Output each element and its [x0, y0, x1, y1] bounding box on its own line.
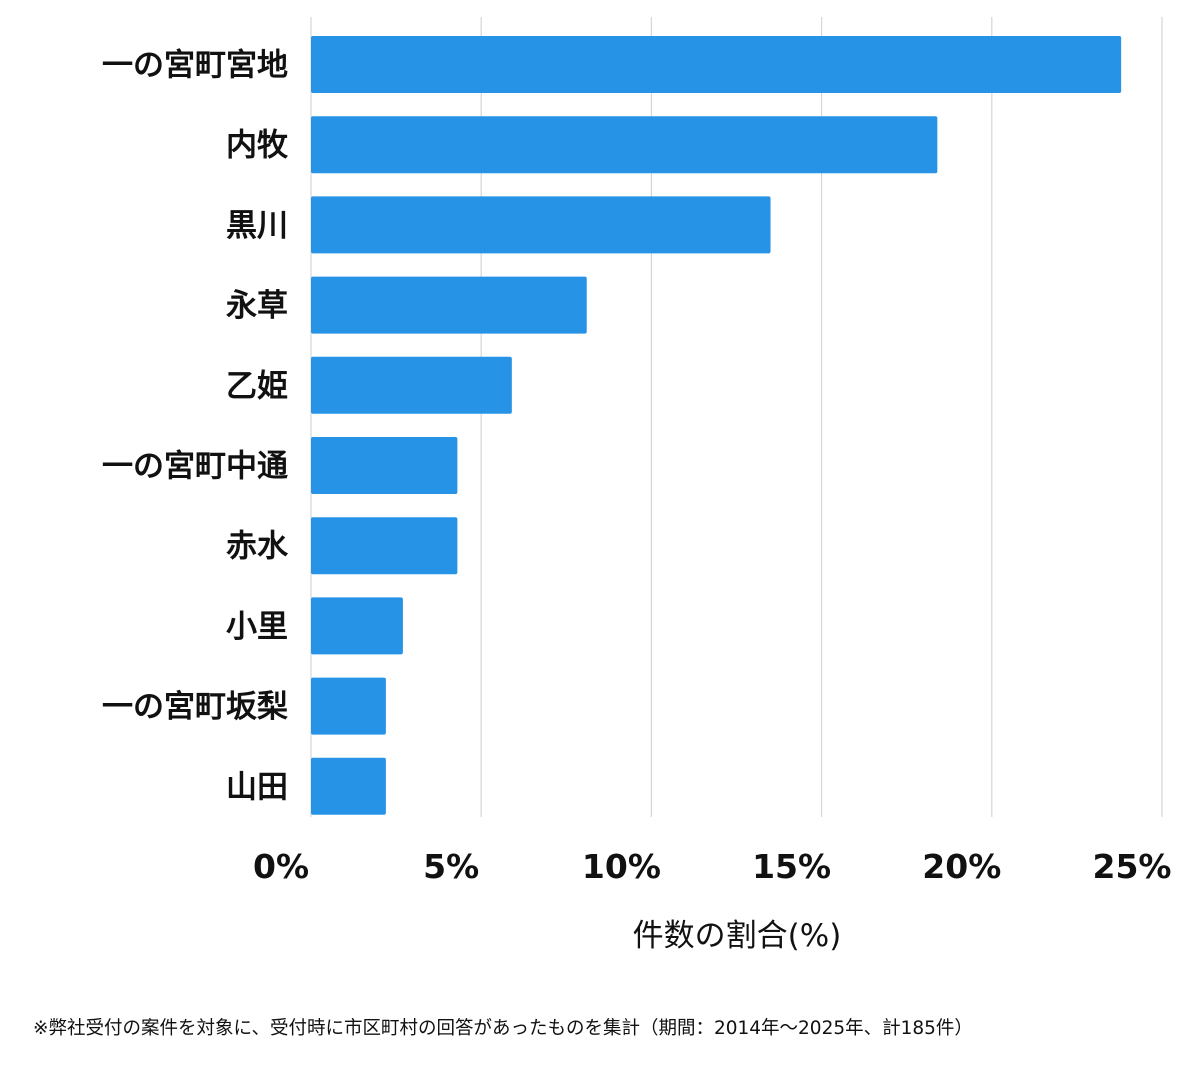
category-label: 乙姫: [226, 368, 288, 404]
category-label: 小里: [226, 609, 288, 645]
category-label: 赤水: [226, 529, 289, 565]
x-tick-label: 25%: [1093, 847, 1172, 886]
x-tick-label: 5%: [423, 847, 479, 886]
bar: [311, 517, 458, 575]
category-label: 黒川: [226, 208, 288, 244]
category-label: 山田: [226, 769, 288, 805]
bar: [311, 757, 386, 815]
category-label: 一の宮町中通: [102, 449, 288, 485]
category-label: 一の宮町坂梨: [102, 689, 288, 725]
x-tick-labels: 0% 5% 10% 15% 20% 25%: [253, 847, 1172, 886]
category-label: 一の宮町宮地: [102, 48, 288, 84]
bars: [311, 36, 1122, 815]
x-tick-label: 10%: [582, 847, 661, 886]
category-label: 内牧: [226, 128, 289, 164]
footnote: ※弊社受付の案件を対象に、受付時に市区町村の回答があったものを集計（期間：201…: [33, 1018, 973, 1039]
bar: [311, 36, 1122, 93]
bar: [311, 196, 771, 254]
bar: [311, 437, 458, 494]
category-label: 永草: [226, 288, 288, 324]
bar: [311, 677, 386, 735]
x-axis-title: 件数の割合(%): [633, 918, 842, 954]
bar: [311, 356, 512, 414]
bar: [311, 116, 938, 174]
bar: [311, 597, 403, 655]
x-tick-label: 0%: [253, 847, 309, 886]
bar: [311, 276, 587, 334]
x-tick-label: 15%: [752, 847, 831, 886]
x-tick-label: 20%: [922, 847, 1001, 886]
